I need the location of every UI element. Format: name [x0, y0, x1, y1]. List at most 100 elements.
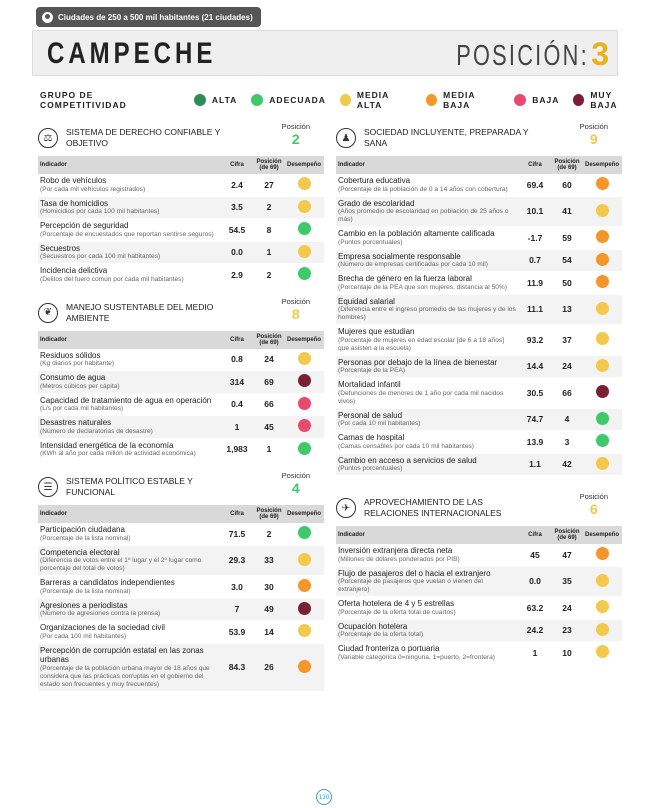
indicator-position: 4 — [552, 408, 582, 431]
performance-cell — [284, 393, 324, 416]
indicator-name: Organizaciones de la sociedad civil — [40, 623, 165, 632]
indicator-description: (Porcentaje de la población urbana mayor… — [40, 664, 210, 688]
performance-dot — [595, 573, 609, 587]
legend-item-label: ADECUADA — [269, 95, 326, 105]
performance-dot — [297, 396, 311, 410]
performance-cell — [284, 196, 324, 219]
indicator-value: 0.0 — [220, 241, 254, 264]
indicator-name: Secuestros — [40, 243, 81, 253]
section-title: SISTEMA DE DERECHO CONFIABLE Y OBJETIVO — [66, 127, 221, 148]
indicator-name: Equidad salarial — [338, 296, 395, 306]
indicator-cell: Brecha de género en la fuerza laboral (Po… — [336, 271, 518, 295]
indicator-position: 24 — [552, 596, 582, 620]
table-row: Personas por debajo de la línea de biene… — [336, 355, 622, 378]
table-row: Equidad salarial (Diferencia entre el ing… — [336, 294, 622, 325]
indicator-name: Participación ciudadana — [40, 525, 125, 534]
overall-position: POSICIÓN: 3 — [412, 36, 609, 73]
indicator-description: (Diferencia de votos entre el 1º lugar y… — [40, 557, 202, 572]
indicator-position: 27 — [254, 174, 284, 197]
performance-dot — [297, 419, 311, 433]
column-header-posicion: Posición (de 69) — [254, 330, 284, 349]
performance-cell — [284, 523, 324, 546]
indicator-description: (Defunciones de menores de 1 año por cad… — [338, 389, 504, 405]
indicator-description: (Por cada 10 mil habitantes) — [338, 420, 421, 427]
left-column: ⚖ SISTEMA DE DERECHO CONFIABLE Y OBJETIVO… — [38, 120, 324, 700]
section-position: Posición 2 — [282, 122, 310, 147]
indicator-cell: Percepción de seguridad (Porcentaje de en… — [38, 218, 220, 242]
people-icon: ♟ — [336, 128, 356, 148]
legend-item: MEDIA ALTA — [339, 90, 412, 110]
position-value: 3 — [591, 36, 609, 72]
section-position-label: Posición — [579, 492, 608, 501]
table-header-row: Indicador Cifra Posición (de 69) Desempeño — [38, 505, 324, 523]
column-header-desempeno: Desempeño — [284, 330, 324, 349]
indicator-value: 3.0 — [220, 575, 254, 599]
indicator-name: Flujo de pasajeros del o hacia el extran… — [338, 568, 491, 578]
indicator-position: 59 — [552, 226, 582, 250]
indicator-description: (Variable categórica 0=ninguna, 1=puerto… — [338, 653, 495, 661]
indicator-description: (Por cada mil vehículos registrados) — [40, 185, 146, 193]
indicator-cell: Camas de hospital (Camas censables por ca… — [336, 430, 518, 454]
performance-cell — [284, 218, 324, 242]
section-position: Posición 6 — [580, 492, 608, 517]
indicator-cell: Consumo de agua (Metros cúbicos per cápit… — [38, 370, 220, 394]
indicator-position: 50 — [552, 271, 582, 295]
indicator-value: 11.9 — [518, 271, 552, 295]
performance-dot — [595, 358, 609, 372]
performance-dot — [297, 267, 311, 281]
indicator-name: Personal de salud — [338, 410, 403, 420]
table-header-row: Indicador Cifra Posición (de 69) Desempeño — [336, 156, 622, 174]
indicator-name: Ciudad fronteriza o portuaria — [338, 644, 440, 653]
performance-cell — [284, 620, 324, 644]
indicator-table: Indicador Cifra Posición (de 69) Desempeño P… — [38, 505, 324, 692]
performance-dot — [595, 411, 609, 425]
indicator-name: Consumo de agua — [40, 373, 106, 382]
indicator-cell: Ocupación hotelera (Porcentaje de la ofer… — [336, 619, 518, 642]
performance-dot — [595, 177, 609, 191]
indicator-cell: Organizaciones de la sociedad civil (Por … — [38, 620, 220, 644]
indicator-name: Personas por debajo de la línea de biene… — [338, 357, 498, 367]
indicator-name: Desastres naturales — [40, 418, 112, 427]
indicator-description: (Número de empresas certificadas por cad… — [338, 261, 488, 268]
indicator-description: (Años promedio de escolaridad en poblaci… — [338, 208, 509, 223]
indicator-description: (Porcentaje de la población de 0 a 14 añ… — [338, 185, 508, 193]
performance-dot — [297, 351, 311, 365]
indicator-table: Indicador Cifra Posición (de 69) Desempeño R… — [38, 156, 324, 287]
legend-dot — [514, 94, 527, 106]
indicator-name: Cambio en la población altamente calific… — [338, 229, 495, 238]
indicator-description: (Porcentaje de la lista nominal) — [40, 587, 131, 595]
column-header-posicion: Posición (de 69) — [254, 505, 284, 523]
indicator-value: 7 — [220, 598, 254, 621]
indicator-cell: Robo de vehículos (Por cada mil vehículos… — [38, 174, 220, 197]
performance-dot — [297, 199, 311, 213]
column-header-cifra: Cifra — [220, 505, 254, 523]
column-header-desempeno: Desempeño — [284, 156, 324, 174]
indicator-name: Percepción de seguridad — [40, 221, 129, 230]
performance-cell — [582, 430, 622, 454]
indicator-description: (Porcentaje de encuestados que reportan … — [40, 230, 214, 238]
legend-item-label: MUY BAJA — [590, 90, 618, 110]
indicator-cell: Grado de escolaridad (Años promedio de es… — [336, 196, 518, 227]
indicator-value: 29.3 — [220, 545, 254, 576]
indicator-cell: Tasa de homicidios (Homicidios por cada 1… — [38, 196, 220, 219]
performance-cell — [582, 566, 622, 597]
table-header-row: Indicador Cifra Posición (de 69) Desempeño — [38, 330, 324, 349]
indicator-position: 41 — [552, 196, 582, 227]
performance-cell — [582, 596, 622, 620]
indicator-cell: Oferta hotelera de 4 y 5 estrellas (Porce… — [336, 596, 518, 620]
table-row: Mujeres que estudian (Porcentaje de mujer… — [336, 324, 622, 356]
indicator-description: (Porcentaje de la PEA que son mujeres, d… — [338, 283, 507, 291]
indicator-cell: Barreras a candidatos independientes (Por… — [38, 575, 220, 599]
performance-dot — [297, 374, 311, 388]
indicator-name: Competencia electoral — [40, 547, 120, 557]
column-header-posicion: Posición (de 69) — [254, 156, 284, 174]
indicator-value: 30.5 — [518, 377, 552, 409]
indicator-position: 42 — [552, 453, 582, 476]
section-position-value: 6 — [589, 501, 598, 517]
performance-dot — [297, 552, 311, 566]
performance-dot — [595, 301, 609, 315]
table-row: Percepción de seguridad (Porcentaje de en… — [38, 218, 324, 242]
indicator-name: Residuos sólidos — [40, 350, 101, 360]
performance-cell — [582, 294, 622, 325]
indicator-name: Oferta hotelera de 4 y 5 estrellas — [338, 599, 455, 608]
